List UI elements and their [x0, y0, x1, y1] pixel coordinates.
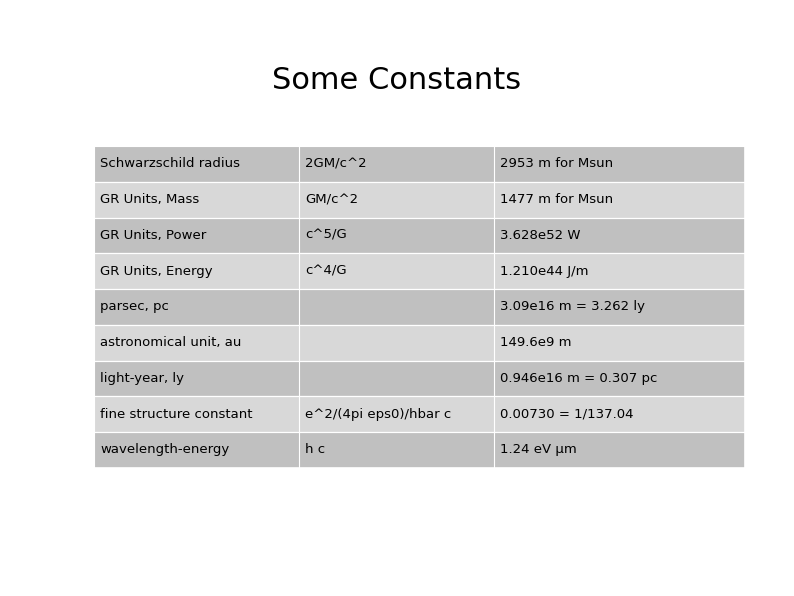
Text: h c: h c [305, 443, 326, 457]
Bar [94, 325, 745, 361]
Text: GM/c^2: GM/c^2 [305, 193, 358, 206]
Bar [94, 361, 745, 396]
Text: c^4/G: c^4/G [305, 265, 347, 278]
Text: Schwarzschild radius: Schwarzschild radius [100, 157, 240, 170]
Bar [94, 146, 745, 468]
Bar [94, 253, 745, 289]
Text: 2953 m for Msun: 2953 m for Msun [500, 157, 614, 170]
Text: 1.24 eV μm: 1.24 eV μm [500, 443, 577, 457]
Bar [94, 432, 745, 468]
Bar [94, 218, 745, 253]
Text: e^2/(4pi eps0)/hbar c: e^2/(4pi eps0)/hbar c [305, 408, 451, 421]
Bar [94, 396, 745, 432]
Text: c^5/G: c^5/G [305, 229, 347, 242]
Text: 3.09e16 m = 3.262 ly: 3.09e16 m = 3.262 ly [500, 300, 646, 313]
Text: 1.210e44 J/m: 1.210e44 J/m [500, 265, 589, 278]
Text: 0.00730 = 1/137.04: 0.00730 = 1/137.04 [500, 408, 634, 421]
Text: Some Constants: Some Constants [272, 66, 522, 95]
Text: GR Units, Mass: GR Units, Mass [100, 193, 199, 206]
Text: wavelength-energy: wavelength-energy [100, 443, 229, 457]
Bar [94, 182, 745, 218]
Text: astronomical unit, au: astronomical unit, au [100, 336, 241, 349]
Bar [94, 146, 745, 182]
Text: 149.6e9 m: 149.6e9 m [500, 336, 572, 349]
Text: 3.628e52 W: 3.628e52 W [500, 229, 581, 242]
Text: GR Units, Power: GR Units, Power [100, 229, 206, 242]
Text: 2GM/c^2: 2GM/c^2 [305, 157, 367, 170]
Text: 1477 m for Msun: 1477 m for Msun [500, 193, 614, 206]
Text: fine structure constant: fine structure constant [100, 408, 252, 421]
Text: GR Units, Energy: GR Units, Energy [100, 265, 213, 278]
Text: 0.946e16 m = 0.307 pc: 0.946e16 m = 0.307 pc [500, 372, 658, 385]
Text: light-year, ly: light-year, ly [100, 372, 184, 385]
Text: parsec, pc: parsec, pc [100, 300, 169, 313]
Bar [94, 289, 745, 325]
